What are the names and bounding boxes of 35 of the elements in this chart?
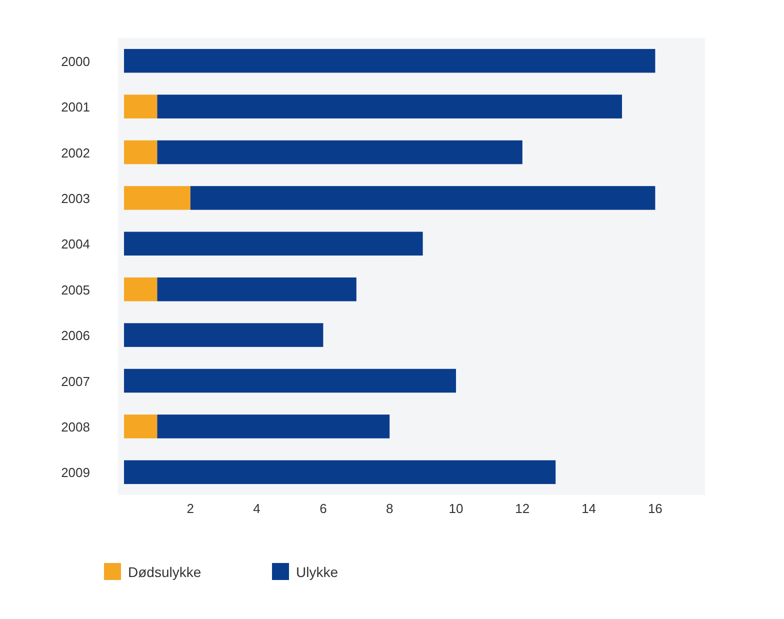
y-tick-label: 2008 (61, 419, 90, 434)
y-tick-label: 2006 (61, 328, 90, 344)
bar (124, 140, 158, 164)
bar (124, 368, 456, 393)
bar (190, 186, 656, 210)
bar (124, 460, 556, 484)
bar (124, 232, 423, 256)
x-tick-label: 8 (386, 501, 394, 516)
x-tick-label: 6 (320, 501, 327, 516)
bar (124, 323, 324, 347)
y-tick-label: 2003 (61, 190, 90, 206)
x-tick-label: 4 (253, 501, 260, 516)
x-tick-label: 10 (448, 501, 464, 516)
bar (124, 277, 158, 302)
bar (157, 140, 522, 164)
x-tick-label: 12 (515, 501, 530, 516)
bar (157, 94, 622, 118)
y-tick-label: 2007 (61, 374, 90, 389)
y-tick-label: 2005 (61, 282, 90, 298)
y-tick-label: 2002 (61, 145, 90, 160)
x-tick-label: 16 (648, 501, 662, 516)
x-tick-label: 2 (186, 501, 194, 516)
y-tick-label: 2001 (61, 100, 90, 115)
bar (157, 414, 390, 438)
bar (124, 414, 158, 438)
bar (157, 277, 356, 302)
y-tick-label: 2000 (61, 54, 90, 69)
bar (124, 48, 656, 73)
y-tick-label: 2009 (61, 465, 90, 480)
bar (124, 186, 190, 210)
x-tick-label: 14 (582, 501, 596, 516)
legend-label: Ulykke (296, 564, 338, 580)
legend-label: Dødsulykke (128, 564, 202, 580)
bar (124, 94, 158, 118)
y-tick-label: 2004 (61, 236, 90, 252)
